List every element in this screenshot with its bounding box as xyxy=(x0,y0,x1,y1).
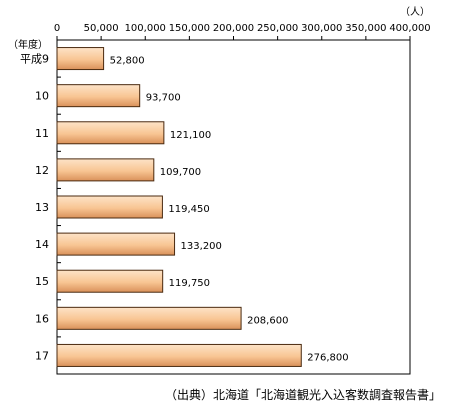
category-label: 11 xyxy=(35,127,49,140)
x-tick-label: 250,000 xyxy=(257,23,298,34)
bar xyxy=(56,343,302,367)
year-header: （年度） xyxy=(8,38,48,51)
category-label: 13 xyxy=(35,201,49,214)
value-label: 121,100 xyxy=(170,130,211,141)
value-label: 133,200 xyxy=(181,241,222,252)
value-label: 276,800 xyxy=(307,352,348,363)
bars: 平成9 52,800 10 93,700 11 121,100 12 109,700 13 119… xyxy=(20,47,349,367)
x-axis: 0 50,000 100,000 150,000 200,000 250,000 300,0… xyxy=(54,23,431,40)
category-label: 10 xyxy=(35,90,49,103)
value-label: 119,450 xyxy=(168,204,209,215)
value-label: 119,750 xyxy=(169,278,210,289)
x-tick-label: 200,000 xyxy=(213,23,254,34)
value-label: 208,600 xyxy=(247,315,288,326)
x-tick-label: 100,000 xyxy=(125,23,166,34)
value-label: 52,800 xyxy=(110,56,145,67)
category-label: 15 xyxy=(35,275,49,288)
x-tick-label: 400,000 xyxy=(389,23,430,34)
category-label: 16 xyxy=(35,312,49,325)
x-tick-label: 350,000 xyxy=(345,23,386,34)
bar xyxy=(56,195,163,219)
x-tick-label: 50,000 xyxy=(84,23,119,34)
category-label: 平成9 xyxy=(20,53,49,66)
bar xyxy=(56,158,155,182)
bar xyxy=(56,47,105,71)
value-label: 109,700 xyxy=(160,167,201,178)
bar xyxy=(56,84,141,108)
bar xyxy=(56,121,165,145)
value-label: 93,700 xyxy=(146,93,181,104)
category-label: 17 xyxy=(35,349,49,362)
bar xyxy=(56,306,242,330)
bar xyxy=(56,269,164,293)
x-tick-label: 300,000 xyxy=(301,23,342,34)
x-tick-label: 0 xyxy=(54,23,60,34)
unit-label: （人） xyxy=(400,6,430,18)
category-label: 12 xyxy=(35,164,49,177)
source-note: （出典）北海道「北海道観光入込客数調査報告書」 xyxy=(164,388,441,402)
x-tick-label: 150,000 xyxy=(169,23,210,34)
category-label: 14 xyxy=(35,238,49,251)
bar xyxy=(56,232,176,256)
